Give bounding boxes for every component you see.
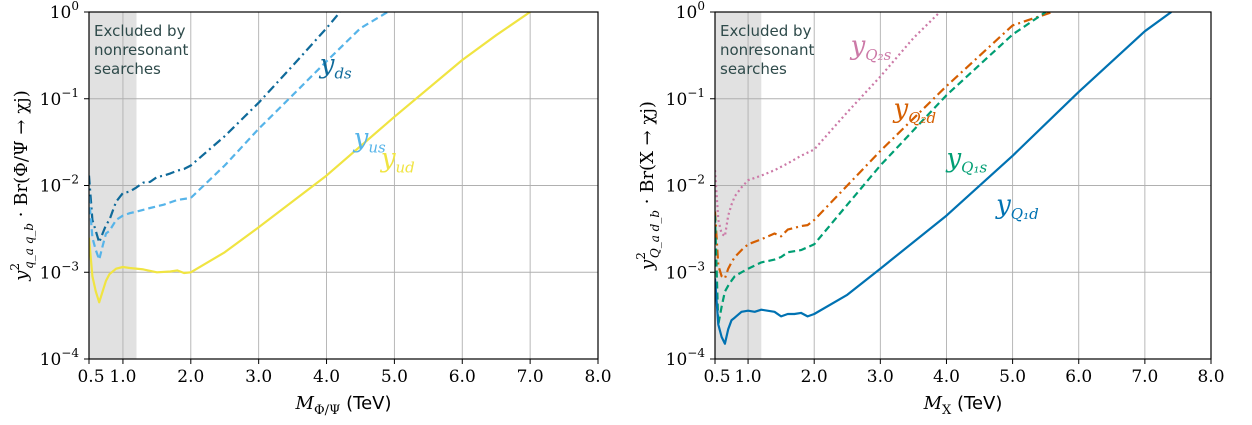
series-line-y_Q2d	[715, 12, 1053, 280]
x-axis-label: MΦ/Ψ (TeV)	[295, 393, 392, 418]
y-axis-label: y2q_a q_b · Br(Φ/Ψ → χj)	[8, 90, 36, 282]
excluded-annotation-line: nonresonant	[94, 41, 188, 59]
series-label-y_ds: yds	[319, 50, 352, 83]
y-tick-label: 10−1	[666, 86, 705, 110]
x-tick-label: 3.0	[245, 367, 272, 387]
x-tick-label: 5.0	[999, 367, 1026, 387]
y-tick-label: 10−4	[666, 346, 706, 370]
x-tick-label: 4.0	[313, 367, 340, 387]
y-tick-label: 10−4	[40, 346, 80, 370]
series-line-y_Q2s	[715, 12, 941, 238]
excluded-annotation-line: searches	[720, 60, 787, 78]
series-line-y_Q1s	[715, 12, 1047, 326]
x-tick-label: 2.0	[801, 367, 828, 387]
x-tick-label: 8.0	[1197, 367, 1224, 387]
series-line-y_ud	[89, 12, 531, 304]
x-tick-label: 0.5	[703, 367, 730, 387]
x-tick-label: 2.0	[177, 367, 204, 387]
y-tick-label: 10−3	[666, 259, 705, 283]
x-tick-label: 5.0	[381, 367, 408, 387]
x-tick-label: 8.0	[584, 367, 611, 387]
x-tick-label: 1.0	[109, 367, 136, 387]
x-tick-label: 6.0	[449, 367, 476, 387]
series-label-y_Q1s: yQ₁s	[945, 144, 987, 177]
excluded-annotation-line: nonresonant	[720, 41, 814, 59]
series-line-y_Q1d	[715, 12, 1172, 345]
series-line-y_us	[89, 12, 389, 261]
y-axis-label: y2Q_a d_b · Br(X → χj)	[634, 101, 662, 271]
y-tick-label: 10−3	[40, 259, 79, 283]
series-line-y_ds	[89, 12, 341, 244]
x-tick-label: 7.0	[1131, 367, 1158, 387]
y-tick-label: 10−2	[40, 173, 79, 197]
y-tick-label: 10−1	[40, 86, 79, 110]
series-label-y_ud: yud	[380, 144, 415, 177]
x-tick-label: 6.0	[1065, 367, 1092, 387]
excluded-annotation-line: Excluded by	[94, 22, 186, 40]
x-tick-label: 1.0	[735, 367, 762, 387]
series-label-y_Q2s: yQ₂s	[850, 31, 892, 64]
series-label-y_us: yus	[353, 124, 386, 157]
series-label-y_Q1d: yQ₁d	[995, 190, 1039, 223]
right-panel: Excluded by nonresonant searchesyQ₂syQ₂dyQ…	[634, 0, 1225, 418]
excluded-annotation-line: Excluded by	[720, 22, 812, 40]
y-tick-label: 100	[50, 0, 79, 23]
y-tick-label: 10−2	[666, 173, 705, 197]
x-tick-label: 4.0	[933, 367, 960, 387]
excluded-annotation: Excluded by nonresonant searches	[720, 22, 814, 78]
x-axis-label: MX (TeV)	[923, 393, 1003, 418]
y-tick-label: 100	[676, 0, 705, 23]
x-tick-label: 0.5	[77, 367, 104, 387]
excluded-annotation: Excluded by nonresonant searches	[94, 22, 188, 78]
series-label-y_Q2d: yQ₂d	[893, 94, 937, 127]
x-tick-label: 7.0	[517, 367, 544, 387]
x-tick-label: 3.0	[867, 367, 894, 387]
excluded-annotation-line: searches	[94, 60, 161, 78]
